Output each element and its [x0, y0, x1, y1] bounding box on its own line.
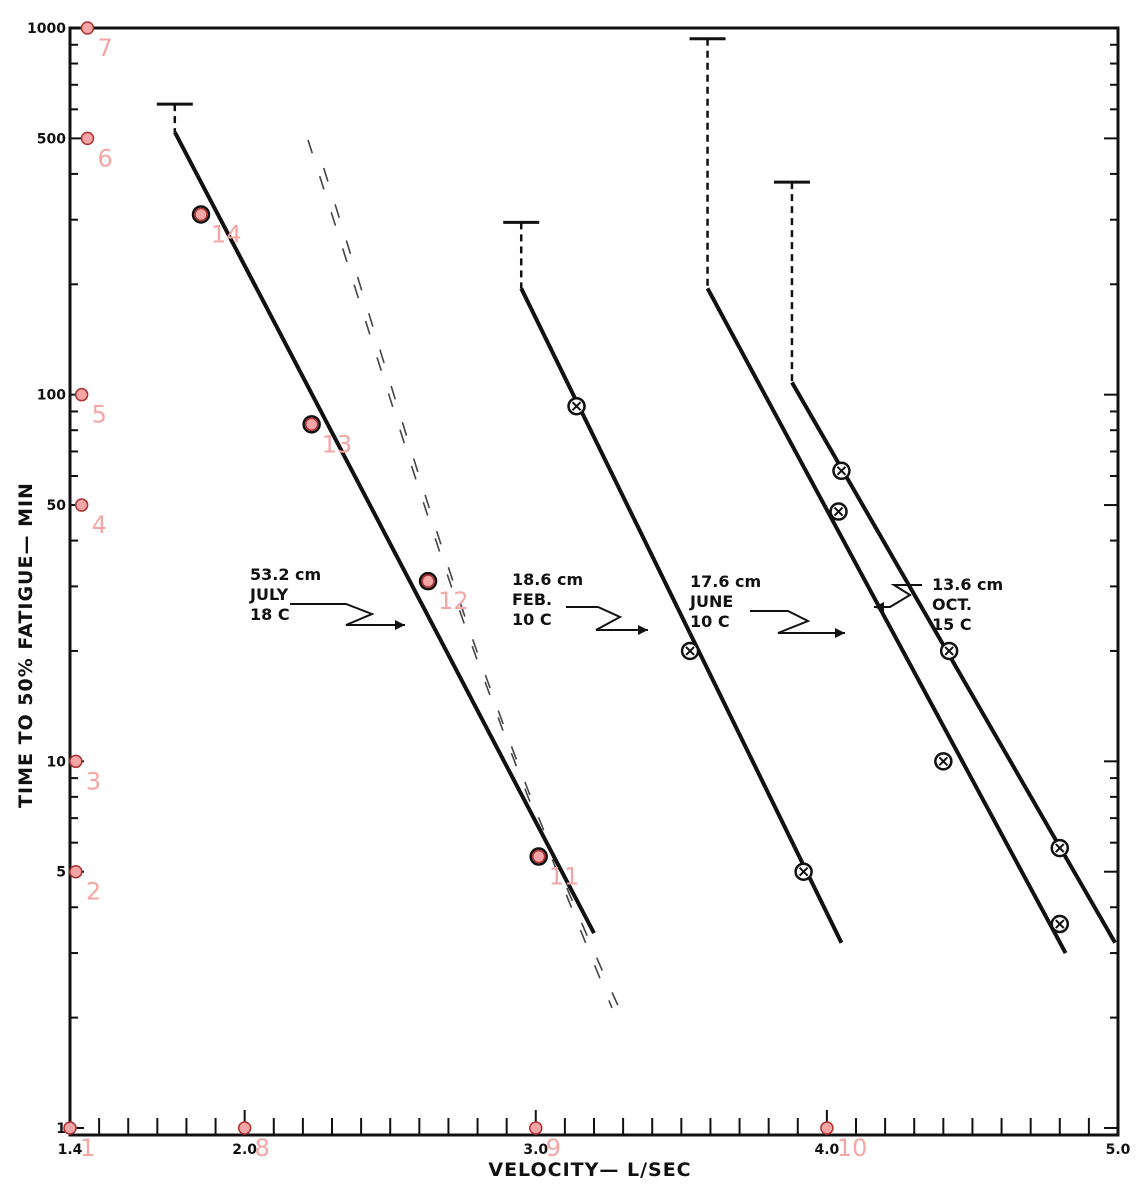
series-fit-line [705, 287, 1068, 955]
series-leader [566, 606, 648, 631]
series-label: 10 C [690, 612, 730, 631]
series-label: JUNE [689, 592, 733, 611]
series-label: 17.6 cm [690, 572, 761, 591]
data-point-mark [798, 867, 809, 877]
faint-trace-curves [307, 139, 621, 1011]
series-leader-arrowhead [395, 620, 405, 630]
series-leader [874, 584, 922, 608]
annotation-marker [421, 574, 435, 588]
annotation-label: 13 [322, 430, 353, 458]
x-tick-label: 3.0 [523, 1142, 548, 1158]
annotation-marker [63, 1121, 77, 1135]
annotation-marker [74, 498, 89, 512]
annotation-label: 9 [546, 1134, 561, 1162]
trace-curve [317, 149, 621, 1011]
series-leader-arrowhead [874, 602, 884, 612]
annotation-label: 5 [92, 401, 107, 429]
data-point-mark [571, 401, 582, 411]
data-point-mark [944, 646, 954, 656]
y-tick-label: 5 [56, 865, 66, 881]
annotation-marker [69, 754, 83, 769]
y-tick-label: 10 [47, 754, 67, 770]
x-axis-label: VELOCITY— L/SEC [488, 1159, 691, 1181]
series-label: 18.6 cm [512, 570, 583, 589]
annotation-label: 6 [97, 144, 112, 172]
annotation-marker [69, 864, 83, 879]
annotation-label: 10 [837, 1134, 868, 1162]
x-tick-label: 5.0 [1106, 1142, 1131, 1158]
series-label: FEB. [512, 590, 552, 609]
annotation-label: 11 [549, 863, 580, 891]
y-tick-label: 1000 [27, 21, 66, 37]
annotation-label: 8 [255, 1134, 270, 1162]
data-point-mark [1055, 843, 1065, 853]
annotation-marker [80, 21, 95, 35]
annotation-marker [237, 1121, 252, 1135]
series-label: 15 C [932, 615, 972, 634]
x-tick-label: 2.0 [232, 1142, 257, 1158]
y-tick-label: 50 [47, 498, 67, 514]
annotation-marker [304, 417, 319, 432]
annotation-marker [194, 207, 208, 222]
series-label: 53.2 cm [250, 565, 321, 584]
data-point-mark [938, 756, 949, 767]
series-leader [290, 603, 405, 626]
series-leader [750, 610, 845, 634]
annotation-marker [820, 1121, 834, 1135]
y-axis-label: TIME TO 50% FATIGUE— MIN [15, 482, 37, 808]
trace-curve [307, 139, 613, 1009]
data-point-mark [685, 646, 695, 656]
annotation-label: 1 [80, 1134, 95, 1162]
annotation-label: 3 [86, 767, 101, 795]
annotation-label: 7 [97, 34, 112, 62]
annotation-marker [531, 849, 546, 864]
data-point-mark [1055, 919, 1065, 929]
series-label: 18 C [250, 605, 290, 624]
y-tick-label: 500 [37, 131, 66, 147]
series-label: 10 C [512, 610, 552, 629]
x-tick-label: 4.0 [814, 1142, 839, 1158]
data-point-mark [836, 466, 847, 476]
annotation-marker [74, 387, 89, 402]
x-tick-label: 1.4 [58, 1142, 83, 1158]
series-label: JULY [249, 585, 289, 604]
annotation-label: 2 [86, 878, 101, 906]
series-fit-line [173, 131, 596, 935]
series-label: OCT. [932, 595, 972, 614]
series-label: 13.6 cm [932, 575, 1003, 594]
annotation-label: 12 [438, 587, 469, 615]
series-leader-arrowhead [638, 625, 648, 635]
annotation-marker [529, 1121, 543, 1135]
annotation-label: 4 [92, 511, 107, 539]
y-tick-label: 1 [56, 1121, 66, 1137]
y-tick-label: 100 [37, 388, 66, 404]
annotation-label: 14 [211, 221, 242, 249]
series-leader-arrowhead [835, 628, 845, 638]
data-point-mark [833, 506, 844, 517]
annotation-marker [80, 131, 95, 146]
